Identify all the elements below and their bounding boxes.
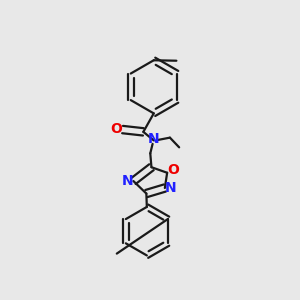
Text: N: N [148, 133, 160, 146]
Text: N: N [122, 174, 134, 188]
Text: O: O [167, 163, 179, 177]
Text: N: N [165, 182, 176, 196]
Text: O: O [110, 122, 122, 136]
